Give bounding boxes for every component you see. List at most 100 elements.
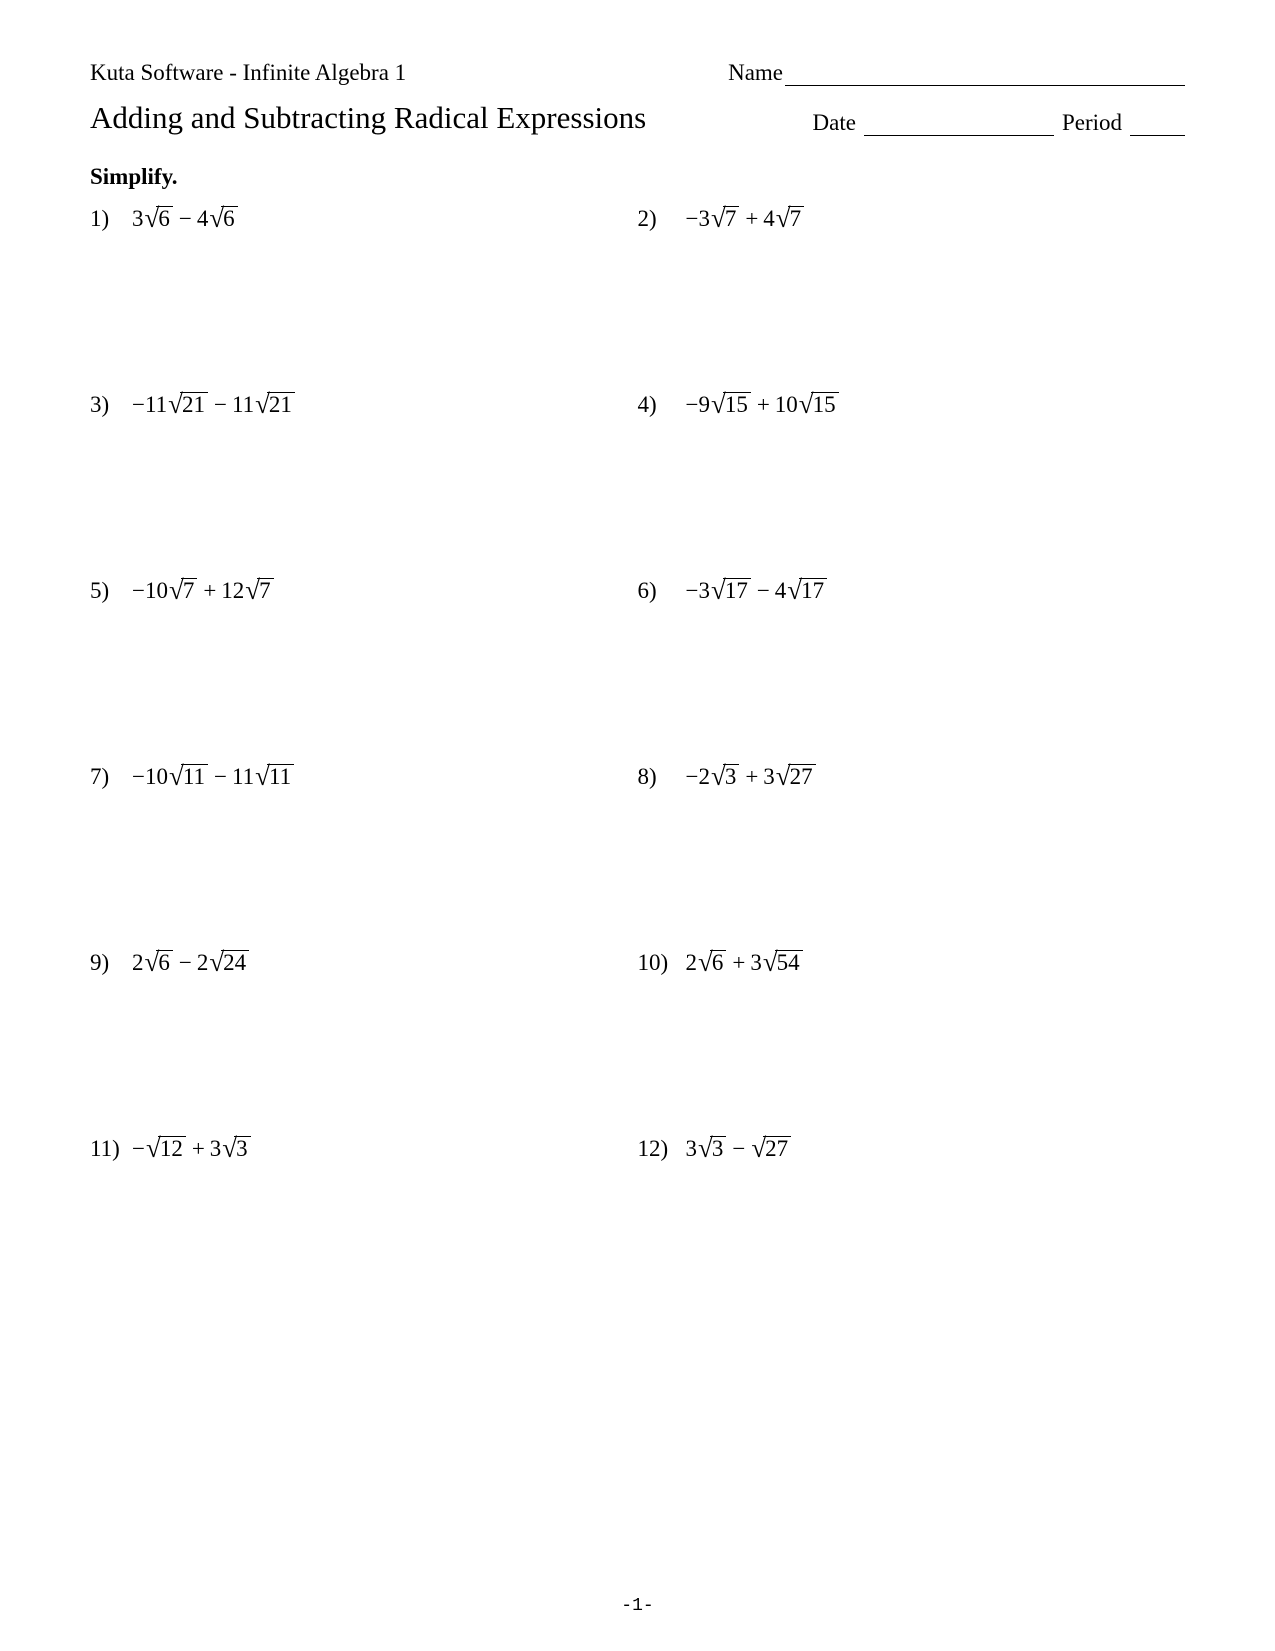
radical: √6: [145, 950, 173, 975]
radicand: 15: [723, 392, 751, 417]
coefficient: 4: [197, 206, 209, 232]
radicand: 15: [811, 392, 839, 417]
radicand: 24: [221, 950, 249, 975]
radical: √6: [209, 206, 237, 231]
radical: √54: [763, 950, 803, 975]
problem: 5)−10√7+12√7: [90, 578, 638, 604]
coefficient: 11: [232, 392, 254, 418]
problem: 4)−9√15+10√15: [638, 392, 1186, 418]
problem: 8)−2√3+3√27: [638, 764, 1186, 790]
coefficient: −10: [132, 764, 168, 790]
date-blank-line[interactable]: [864, 111, 1054, 136]
radical: √17: [787, 578, 827, 603]
period-blank-line[interactable]: [1130, 111, 1185, 136]
problem-number: 3): [90, 392, 124, 418]
problems-grid: 1)3√6−4√62)−3√7+4√73)−11√21−11√214)−9√15…: [90, 206, 1185, 1162]
problem-number: 5): [90, 578, 124, 604]
page-number: -1-: [0, 1596, 1275, 1616]
radical: √7: [711, 206, 739, 231]
operator: +: [745, 206, 758, 232]
radicand: 12: [158, 1136, 186, 1161]
coefficient: −11: [132, 392, 167, 418]
radicand: 54: [775, 950, 803, 975]
radical: √7: [169, 578, 197, 603]
radicand: 11: [181, 764, 208, 789]
coefficient: −9: [686, 392, 710, 418]
operator: +: [732, 950, 745, 976]
radical: √12: [146, 1136, 186, 1161]
coefficient: 3: [210, 1136, 222, 1162]
problem-number: 11): [90, 1136, 124, 1162]
radicand: 21: [180, 392, 208, 417]
operator: −: [214, 764, 227, 790]
problem-number: 10): [638, 950, 678, 976]
operator: +: [745, 764, 758, 790]
coefficient: 3: [132, 206, 144, 232]
radicand: 3: [723, 764, 740, 789]
coefficient: 3: [763, 764, 775, 790]
radicand: 6: [710, 950, 727, 975]
problem: 7)−10√11−11√11: [90, 764, 638, 790]
radicand: 27: [763, 1136, 791, 1161]
coefficient: 10: [775, 392, 798, 418]
problem: 12)3√3−√27: [638, 1136, 1186, 1162]
radicand: 6: [156, 950, 173, 975]
radicand: 3: [234, 1136, 251, 1161]
expression: −3√17−4√17: [686, 578, 829, 604]
problem-number: 1): [90, 206, 124, 232]
operator: −: [757, 578, 770, 604]
problem-number: 8): [638, 764, 678, 790]
radical: √3: [698, 1136, 726, 1161]
expression: −10√11−11√11: [132, 764, 295, 790]
coefficient: 2: [197, 950, 209, 976]
instruction: Simplify.: [90, 164, 1185, 190]
problem: 10) 2√6+3√54: [638, 950, 1186, 976]
radical: √7: [776, 206, 804, 231]
radical: √7: [245, 578, 273, 603]
operator: +: [203, 578, 216, 604]
date-label: Date: [813, 110, 856, 136]
expression: 2√6+3√54: [686, 950, 804, 976]
radicand: 17: [799, 578, 827, 603]
name-field: Name: [728, 60, 1185, 86]
radical: √27: [776, 764, 816, 789]
name-label: Name: [728, 60, 783, 86]
date-period-group: Date Period: [813, 110, 1185, 136]
radicand: 6: [156, 206, 173, 231]
problem-number: 6): [638, 578, 678, 604]
radicand: 11: [267, 764, 294, 789]
radicand: 7: [181, 578, 198, 603]
radical: √3: [711, 764, 739, 789]
coefficient: 2: [686, 950, 698, 976]
problem: 11) −√12+3√3: [90, 1136, 638, 1162]
operator: −: [179, 206, 192, 232]
coefficient: −: [132, 1136, 145, 1162]
radical: √15: [799, 392, 839, 417]
problem: 2) −3√7+4√7: [638, 206, 1186, 232]
radical: √27: [751, 1136, 791, 1161]
expression: 3√3−√27: [686, 1136, 793, 1162]
radical: √11: [255, 764, 294, 789]
problem: 1)3√6−4√6: [90, 206, 638, 232]
expression: 3√6−4√6: [132, 206, 239, 232]
expression: −11√21−11√21: [132, 392, 296, 418]
coefficient: −3: [686, 206, 710, 232]
title-row: Adding and Subtracting Radical Expressio…: [90, 100, 1185, 136]
radicand: 7: [723, 206, 740, 231]
expression: −√12+3√3: [132, 1136, 252, 1162]
name-blank-line[interactable]: [785, 61, 1185, 86]
header-row: Kuta Software - Infinite Algebra 1 Name: [90, 60, 1185, 86]
coefficient: 2: [132, 950, 144, 976]
radical: √3: [222, 1136, 250, 1161]
radicand: 7: [257, 578, 274, 603]
operator: −: [214, 392, 227, 418]
coefficient: 3: [686, 1136, 698, 1162]
expression: −3√7+4√7: [686, 206, 806, 232]
problem-number: 4): [638, 392, 678, 418]
radicand: 3: [710, 1136, 727, 1161]
coefficient: 4: [775, 578, 787, 604]
problem: 6)−3√17−4√17: [638, 578, 1186, 604]
problem-number: 2): [638, 206, 678, 232]
software-name: Kuta Software - Infinite Algebra 1: [90, 60, 406, 86]
period-label: Period: [1062, 110, 1122, 136]
